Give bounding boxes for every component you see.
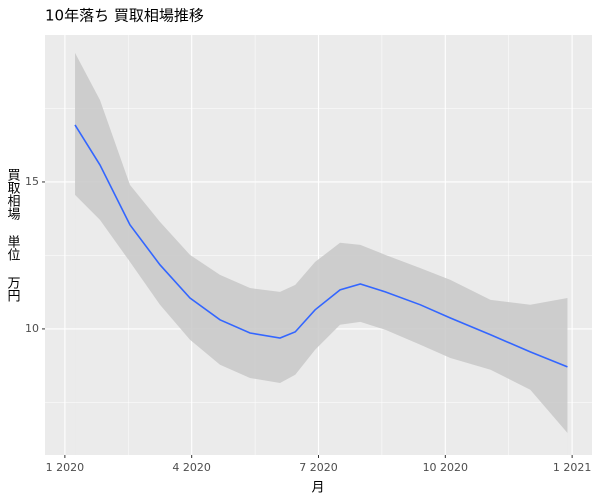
x-tick-label: 1 2021 — [553, 461, 592, 474]
x-tick-label: 1 2020 — [46, 461, 85, 474]
smooth-line — [74, 124, 568, 368]
y-tick-label: 15 — [25, 175, 39, 188]
y-tick-label: 10 — [25, 322, 39, 335]
chart-title: 10年落ち 買取相場推移 — [45, 7, 204, 25]
y-axis-title: 買取相場 単位 万円 — [5, 168, 21, 302]
confidence-band — [45, 35, 592, 455]
x-tick-label: 4 2020 — [172, 461, 211, 474]
x-axis-title: 月 — [311, 481, 324, 496]
x-tick-label: 10 2020 — [423, 461, 469, 474]
x-tick-label: 7 2020 — [299, 461, 338, 474]
